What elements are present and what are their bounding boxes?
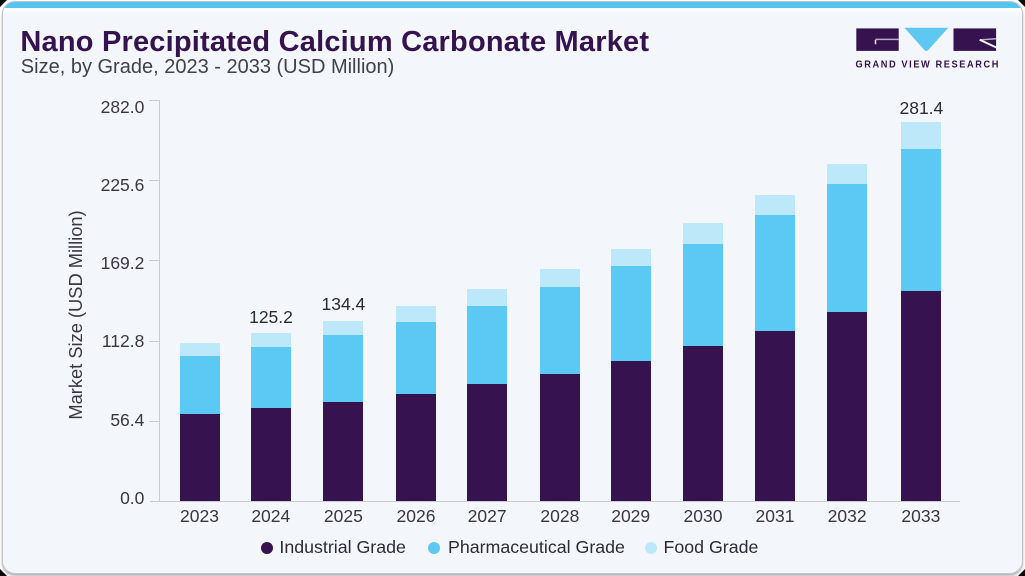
svg-text:GRAND VIEW RESEARCH: GRAND VIEW RESEARCH	[856, 58, 1001, 70]
